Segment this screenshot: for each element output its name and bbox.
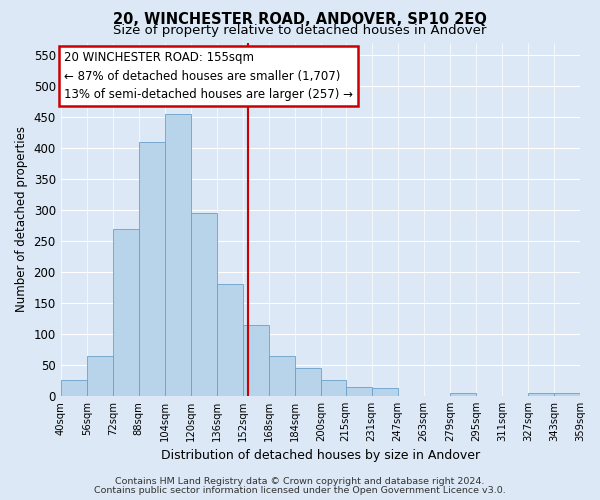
Bar xyxy=(191,213,217,396)
Bar xyxy=(139,142,165,396)
Bar xyxy=(165,114,191,396)
Bar xyxy=(528,393,554,396)
Bar xyxy=(217,284,243,396)
Y-axis label: Number of detached properties: Number of detached properties xyxy=(15,126,28,312)
X-axis label: Distribution of detached houses by size in Andover: Distribution of detached houses by size … xyxy=(161,450,480,462)
Bar xyxy=(61,380,87,396)
Bar xyxy=(450,393,476,396)
Bar xyxy=(87,356,113,396)
Bar xyxy=(295,368,321,396)
Text: 20 WINCHESTER ROAD: 155sqm
← 87% of detached houses are smaller (1,707)
13% of s: 20 WINCHESTER ROAD: 155sqm ← 87% of deta… xyxy=(64,51,353,101)
Bar xyxy=(346,386,371,396)
Bar xyxy=(269,356,295,396)
Bar xyxy=(243,324,269,396)
Bar xyxy=(554,393,580,396)
Text: Size of property relative to detached houses in Andover: Size of property relative to detached ho… xyxy=(113,24,487,37)
Bar xyxy=(113,228,139,396)
Bar xyxy=(371,388,398,396)
Bar xyxy=(321,380,346,396)
Text: Contains public sector information licensed under the Open Government Licence v3: Contains public sector information licen… xyxy=(94,486,506,495)
Text: Contains HM Land Registry data © Crown copyright and database right 2024.: Contains HM Land Registry data © Crown c… xyxy=(115,478,485,486)
Text: 20, WINCHESTER ROAD, ANDOVER, SP10 2EQ: 20, WINCHESTER ROAD, ANDOVER, SP10 2EQ xyxy=(113,12,487,28)
